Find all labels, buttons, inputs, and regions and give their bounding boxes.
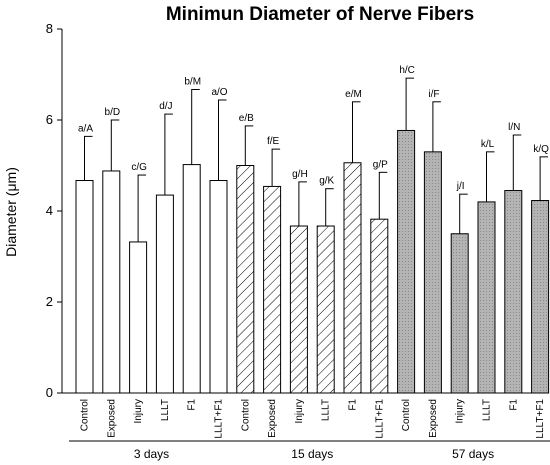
bar — [423, 151, 442, 394]
x-tick-label: Injury — [133, 399, 144, 423]
x-tick-label: LLLT+F1 — [535, 399, 546, 439]
x-tick-label: LLLT — [160, 399, 171, 421]
x-tick-label: Exposed — [267, 399, 278, 438]
data-annotation: l/N — [508, 122, 520, 133]
data-annotation: c/G — [131, 162, 147, 173]
group-label: 57 days — [452, 447, 494, 461]
data-annotation: g/K — [319, 176, 334, 187]
chart-title: Minimun Diameter of Nerve Fibers — [166, 4, 474, 25]
bar — [75, 180, 94, 394]
x-tick-label: Exposed — [106, 399, 117, 438]
data-annotation: b/M — [184, 77, 201, 88]
y-tick-label: 2 — [46, 294, 53, 309]
x-tick-label: Control — [240, 399, 251, 431]
group-label: 3 days — [134, 447, 169, 461]
bar — [450, 233, 469, 394]
bar — [289, 225, 308, 394]
bar — [316, 225, 335, 394]
data-annotation: a/A — [78, 123, 93, 134]
y-tick-label: 4 — [46, 203, 53, 218]
bar — [531, 200, 550, 394]
data-annotation: j/I — [456, 181, 465, 192]
bar — [236, 165, 255, 394]
y-tick-label: 6 — [46, 112, 53, 127]
x-tick-label: LLLT — [321, 399, 332, 421]
data-annotation: h/C — [399, 65, 415, 76]
x-tick-label: LLLT+F1 — [374, 399, 385, 439]
data-annotation: g/H — [292, 169, 308, 180]
y-axis-ticks: 0 2 4 6 8 — [46, 21, 62, 400]
y-axis-label: Diameter (μm) — [3, 167, 19, 257]
bar — [155, 194, 174, 394]
data-annotation: f/E — [267, 136, 280, 147]
data-annotation: e/M — [345, 89, 362, 100]
bar — [397, 129, 416, 394]
bar — [263, 185, 282, 394]
bar — [504, 190, 523, 394]
x-tick-label: Injury — [455, 399, 466, 423]
group-label: 15 days — [291, 447, 333, 461]
x-tick-label: Injury — [294, 399, 305, 423]
group-labels: 3 days 15 days 57 days — [69, 440, 550, 461]
y-tick-label: 0 — [46, 385, 53, 400]
x-axis-tick-labels: Control Exposed Injury LLLT F1 LLLT+F1 Control… — [80, 399, 547, 439]
data-annotation: i/F — [428, 89, 439, 100]
x-tick-label: Exposed — [428, 399, 439, 438]
bar — [370, 218, 389, 394]
bar — [477, 201, 496, 394]
data-annotation: g/P — [373, 159, 388, 170]
x-tick-label: F1 — [348, 399, 359, 411]
data-annotation: k/L — [481, 139, 495, 150]
bar — [343, 162, 362, 394]
data-annotation: e/B — [239, 113, 254, 124]
bar — [209, 180, 228, 394]
data-annotation: a/O — [211, 87, 227, 98]
x-tick-label: Control — [80, 399, 91, 431]
x-tick-label: Control — [401, 399, 412, 431]
x-tick-label: LLLT — [482, 399, 493, 421]
data-annotation: b/D — [105, 107, 121, 118]
bars-layer: a/A b/D c/G d/J b/M a/O e/B f/E g/H g/K e/M g/P h/C i… — [75, 65, 550, 394]
bar — [129, 241, 148, 394]
x-tick-label: LLLT+F1 — [214, 399, 225, 439]
x-tick-label: F1 — [508, 399, 519, 411]
bar — [182, 164, 201, 394]
data-annotation: d/J — [159, 101, 172, 112]
bar — [102, 170, 121, 394]
y-tick-label: 8 — [46, 21, 53, 36]
data-annotation: k/Q — [533, 144, 549, 155]
x-tick-label: F1 — [187, 399, 198, 411]
